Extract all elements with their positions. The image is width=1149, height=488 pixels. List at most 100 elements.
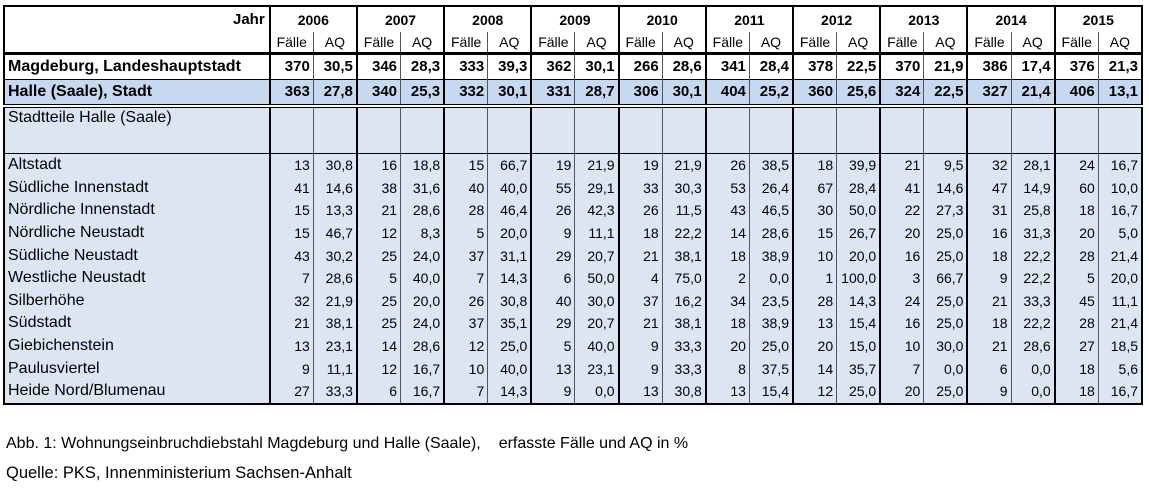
cases-cell: 31: [966, 199, 1012, 222]
clearance-rate-cell: 16,7: [1097, 199, 1142, 222]
clearance-rate-cell: 30,2: [312, 244, 357, 267]
clearance-rate-cell: 0,0: [923, 357, 968, 380]
district-name: Giebichenstein: [4, 334, 270, 358]
year-header: 2006: [268, 6, 357, 32]
clearance-rate-cell: 30,0: [574, 289, 619, 313]
cases-cell: 37: [443, 244, 488, 267]
district-name: Südliche Innenstadt: [4, 176, 270, 200]
cases-cell: 7: [268, 266, 314, 290]
section-blank-cell: [1053, 105, 1099, 154]
clearance-rate-cell: 100,0: [836, 266, 881, 290]
cases-cell: 29: [530, 244, 575, 267]
cases-cell: 14: [792, 357, 837, 380]
cases-cell: 370: [879, 52, 924, 80]
clearance-rate-cell: 0,0: [748, 266, 793, 290]
clearance-rate-cell: 25,0: [923, 312, 968, 335]
cases-cell: 67: [792, 176, 837, 200]
clearance-rate-cell: 31,1: [487, 244, 532, 267]
header-year-row: Jahr 2006 2007 2008 2009 2010 2011 2012 2013 2014…: [4, 6, 1142, 32]
table-row: Altstadt 13 30,8 16 18,8 15 66,7 19 21,9 19 21,9 26…: [4, 153, 1142, 177]
clearance-rate-cell: 14,3: [836, 289, 881, 313]
cases-cell: 406: [1053, 79, 1099, 108]
section-blank-cell: [1097, 105, 1142, 154]
city-row: Halle (Saale), Stadt 363 27,8 340 25,3 332 30,…: [4, 79, 1142, 108]
cases-cell: 13: [617, 379, 663, 405]
subheader-faelle: Fälle: [792, 32, 837, 54]
section-blank-cell: [400, 105, 445, 154]
cases-cell: 28: [443, 199, 488, 222]
clearance-rate-cell: 38,1: [312, 312, 357, 335]
cases-cell: 21: [355, 199, 401, 222]
clearance-rate-cell: 21,3: [1097, 52, 1142, 80]
clearance-rate-cell: 33,3: [661, 357, 706, 380]
cases-cell: 376: [1053, 52, 1099, 80]
cases-cell: 15: [268, 221, 314, 245]
clearance-rate-cell: 46,7: [312, 221, 357, 245]
clearance-rate-cell: 18,8: [400, 153, 445, 177]
section-blank-cell: [312, 105, 357, 154]
cases-cell: 20: [1053, 221, 1099, 245]
cases-cell: 21: [966, 334, 1012, 358]
clearance-rate-cell: 16,7: [1097, 153, 1142, 177]
clearance-rate-cell: 24,0: [400, 312, 445, 335]
year-header: 2007: [355, 6, 445, 32]
cases-cell: 26: [443, 289, 488, 313]
clearance-rate-cell: 25,0: [748, 334, 793, 358]
cases-cell: 9: [617, 357, 663, 380]
clearance-rate-cell: 11,1: [574, 221, 619, 245]
section-blank-cell: [487, 105, 532, 154]
cases-cell: 24: [879, 289, 924, 313]
section-blank-cell: [879, 105, 924, 154]
clearance-rate-cell: 30,1: [487, 79, 532, 108]
clearance-rate-cell: 25,2: [748, 79, 793, 108]
year-header: 2015: [1053, 6, 1142, 32]
section-blank-cell: [617, 105, 663, 154]
cases-cell: 2: [704, 266, 750, 290]
clearance-rate-cell: 16,7: [400, 357, 445, 380]
jahr-label: Jahr: [233, 10, 265, 28]
caption-part-2: erfasste Fälle und AQ in %: [498, 435, 689, 452]
cases-cell: 14: [704, 221, 750, 245]
clearance-rate-cell: 0,0: [1010, 379, 1055, 405]
clearance-rate-cell: 27,8: [312, 79, 357, 108]
cases-cell: 306: [617, 79, 663, 108]
clearance-rate-cell: 13,1: [1097, 79, 1142, 108]
header-subcolumn-row: Fälle AQ Fälle AQ Fälle AQ Fälle AQ Fälle AQ Fälle…: [4, 32, 1142, 54]
cases-cell: 40: [443, 176, 488, 200]
clearance-rate-cell: 24,0: [400, 244, 445, 267]
cases-cell: 20: [879, 221, 924, 245]
cases-cell: 13: [792, 312, 837, 335]
clearance-rate-cell: 5,6: [1097, 357, 1142, 380]
clearance-rate-cell: 46,5: [748, 199, 793, 222]
clearance-rate-cell: 33,3: [312, 379, 357, 405]
section-blank-cell: [748, 105, 793, 154]
cases-cell: 5: [443, 221, 488, 245]
clearance-rate-cell: 50,0: [574, 266, 619, 290]
burglary-statistics-table: Jahr 2006 2007 2008 2009 2010 2011 2012 2013 2014…: [3, 5, 1143, 405]
subheader-aq: AQ: [661, 32, 706, 54]
subheader-faelle: Fälle: [704, 32, 750, 54]
cases-cell: 37: [443, 312, 488, 335]
cases-cell: 26: [704, 153, 750, 177]
clearance-rate-cell: 26,4: [748, 176, 793, 200]
clearance-rate-cell: 39,9: [836, 153, 881, 177]
clearance-rate-cell: 21,9: [312, 289, 357, 313]
cases-cell: 18: [1053, 379, 1099, 405]
district-name: Silberhöhe: [4, 289, 270, 313]
table-row: Paulusviertel 9 11,1 12 16,7 10 40,0 13 23,1 9 33,…: [4, 357, 1142, 380]
cases-cell: 15: [268, 199, 314, 222]
clearance-rate-cell: 11,1: [312, 357, 357, 380]
clearance-rate-cell: 25,0: [836, 379, 881, 405]
clearance-rate-cell: 22,2: [1010, 312, 1055, 335]
cases-cell: 25: [355, 312, 401, 335]
cases-cell: 25: [355, 244, 401, 267]
cases-cell: 10: [443, 357, 488, 380]
clearance-rate-cell: 14,6: [923, 176, 968, 200]
clearance-rate-cell: 38,5: [748, 153, 793, 177]
figure-caption: Abb. 1: Wohnungseinbruchdiebstahl Magdeb…: [6, 435, 688, 453]
cases-cell: 4: [617, 266, 663, 290]
subheader-faelle: Fälle: [617, 32, 663, 54]
subheader-faelle: Fälle: [966, 32, 1012, 54]
cases-cell: 22: [879, 199, 924, 222]
clearance-rate-cell: 21,4: [1097, 312, 1142, 335]
